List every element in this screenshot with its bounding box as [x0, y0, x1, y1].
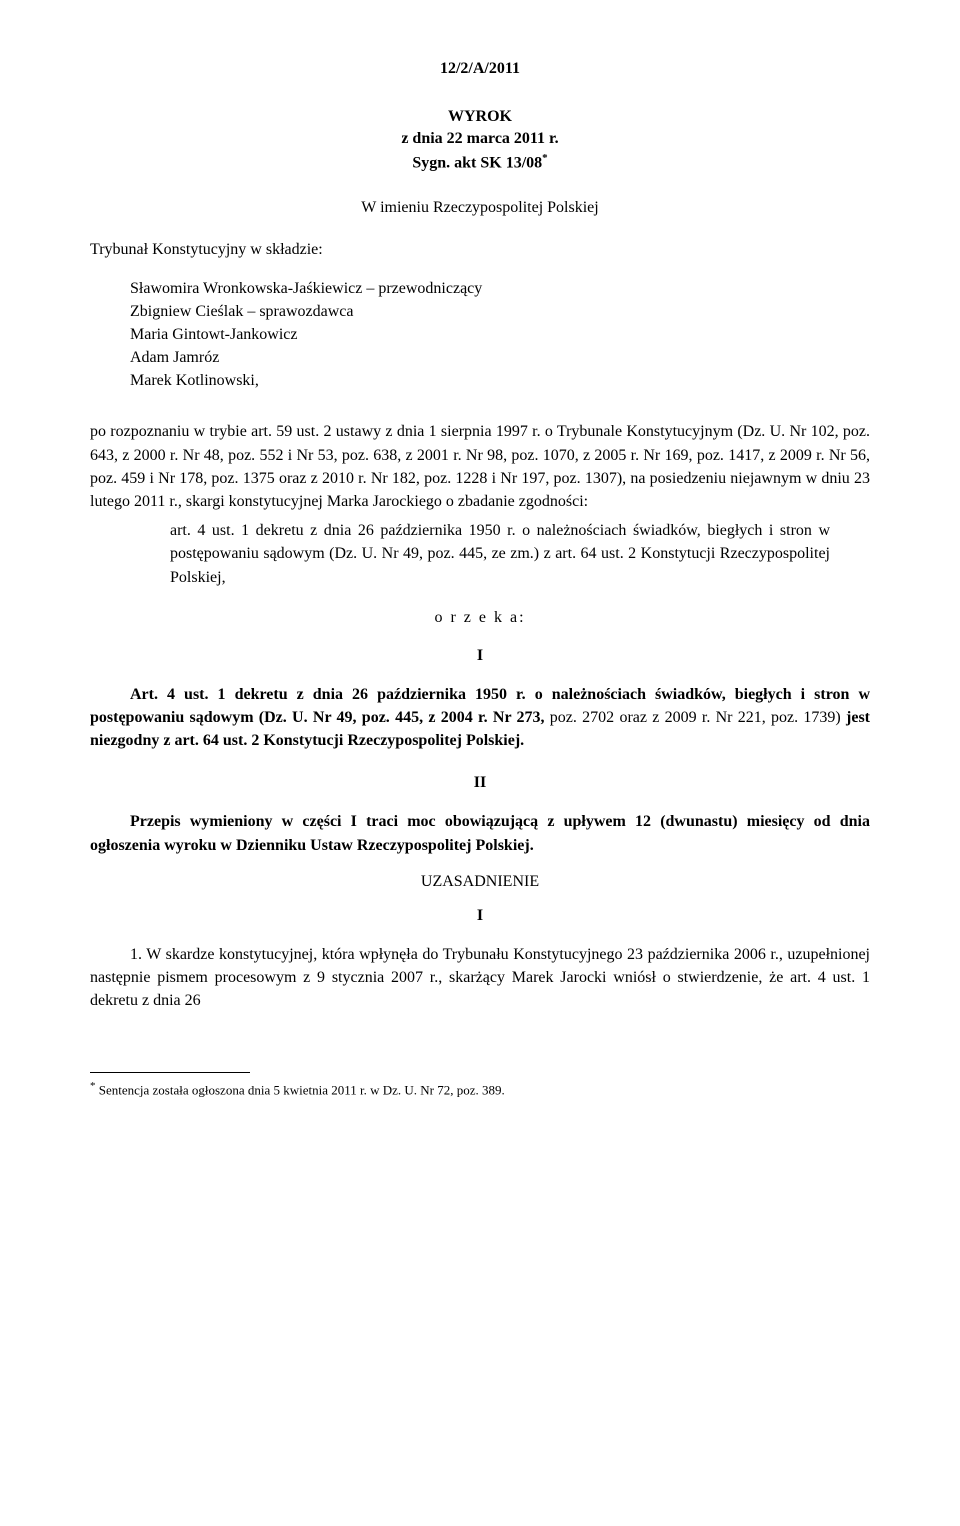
- roman-i-2: I: [90, 907, 870, 925]
- title-sygn: Sygn. akt SK 13/08*: [90, 151, 870, 175]
- para-skarga: 1. W skardze konstytucyjnej, która wpłyn…: [90, 943, 870, 1013]
- sklad-member: Sławomira Wronkowska-Jaśkiewicz – przewo…: [130, 277, 870, 300]
- uzasadnienie-heading: UZASADNIENIE: [90, 873, 870, 891]
- title-star: *: [542, 152, 548, 164]
- ruling-ii: Przepis wymieniony w części I traci moc …: [90, 810, 870, 856]
- subject-block: art. 4 ust. 1 dekretu z dnia 26 paździer…: [170, 519, 830, 589]
- para-rozpoznanie: po rozpoznaniu w trybie art. 59 ust. 2 u…: [90, 420, 870, 513]
- sklad-member: Maria Gintowt-Jankowicz: [130, 323, 870, 346]
- footnote: * Sentencja została ogłoszona dnia 5 kwi…: [90, 1079, 870, 1099]
- title-block: WYROK z dnia 22 marca 2011 r. Sygn. akt …: [90, 106, 870, 175]
- document-id: 12/2/A/2011: [90, 60, 870, 78]
- ruling-i-normal: poz. 2702 oraz z 2009 r. Nr 221, poz. 17…: [545, 709, 846, 726]
- in-name-of: W imieniu Rzeczypospolitej Polskiej: [90, 199, 870, 217]
- sklad-list: Sławomira Wronkowska-Jaśkiewicz – przewo…: [130, 277, 870, 393]
- sklad-member: Marek Kotlinowski,: [130, 369, 870, 392]
- title-date: z dnia 22 marca 2011 r.: [90, 128, 870, 150]
- sklad-member: Zbigniew Cieślak – sprawozdawca: [130, 300, 870, 323]
- orzeka: o r z e k a:: [90, 609, 870, 627]
- ruling-i: Art. 4 ust. 1 dekretu z dnia 26 paździer…: [90, 683, 870, 753]
- title-sygn-text: Sygn. akt SK 13/08: [412, 154, 542, 171]
- page: 12/2/A/2011 WYROK z dnia 22 marca 2011 r…: [0, 0, 960, 1526]
- sklad-member: Adam Jamróz: [130, 346, 870, 369]
- title-wyrok: WYROK: [90, 106, 870, 128]
- footnote-text: Sentencja została ogłoszona dnia 5 kwiet…: [96, 1083, 505, 1098]
- roman-i: I: [90, 647, 870, 665]
- roman-ii: II: [90, 774, 870, 792]
- footnote-rule: [90, 1072, 250, 1073]
- trybunal-line: Trybunał Konstytucyjny w składzie:: [90, 241, 870, 259]
